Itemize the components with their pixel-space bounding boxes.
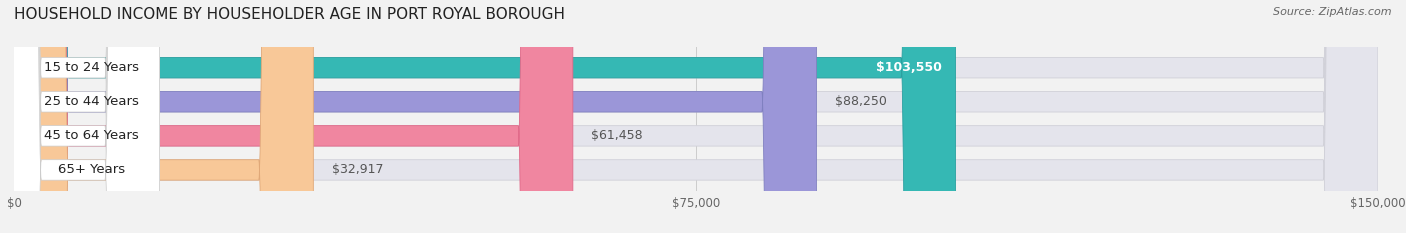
FancyBboxPatch shape bbox=[14, 0, 1378, 233]
Text: 15 to 24 Years: 15 to 24 Years bbox=[44, 61, 139, 74]
FancyBboxPatch shape bbox=[14, 0, 817, 233]
FancyBboxPatch shape bbox=[0, 0, 159, 233]
Text: HOUSEHOLD INCOME BY HOUSEHOLDER AGE IN PORT ROYAL BOROUGH: HOUSEHOLD INCOME BY HOUSEHOLDER AGE IN P… bbox=[14, 7, 565, 22]
Text: $61,458: $61,458 bbox=[591, 129, 643, 142]
Text: 65+ Years: 65+ Years bbox=[58, 163, 125, 176]
FancyBboxPatch shape bbox=[0, 0, 159, 233]
FancyBboxPatch shape bbox=[0, 0, 159, 233]
FancyBboxPatch shape bbox=[14, 0, 1378, 233]
FancyBboxPatch shape bbox=[14, 0, 1378, 233]
Text: $88,250: $88,250 bbox=[835, 95, 887, 108]
Text: 45 to 64 Years: 45 to 64 Years bbox=[44, 129, 139, 142]
Text: $32,917: $32,917 bbox=[332, 163, 382, 176]
Text: Source: ZipAtlas.com: Source: ZipAtlas.com bbox=[1274, 7, 1392, 17]
FancyBboxPatch shape bbox=[14, 0, 572, 233]
FancyBboxPatch shape bbox=[14, 0, 314, 233]
Text: $103,550: $103,550 bbox=[876, 61, 942, 74]
FancyBboxPatch shape bbox=[14, 0, 1378, 233]
FancyBboxPatch shape bbox=[14, 0, 956, 233]
Text: 25 to 44 Years: 25 to 44 Years bbox=[44, 95, 139, 108]
FancyBboxPatch shape bbox=[0, 0, 159, 233]
